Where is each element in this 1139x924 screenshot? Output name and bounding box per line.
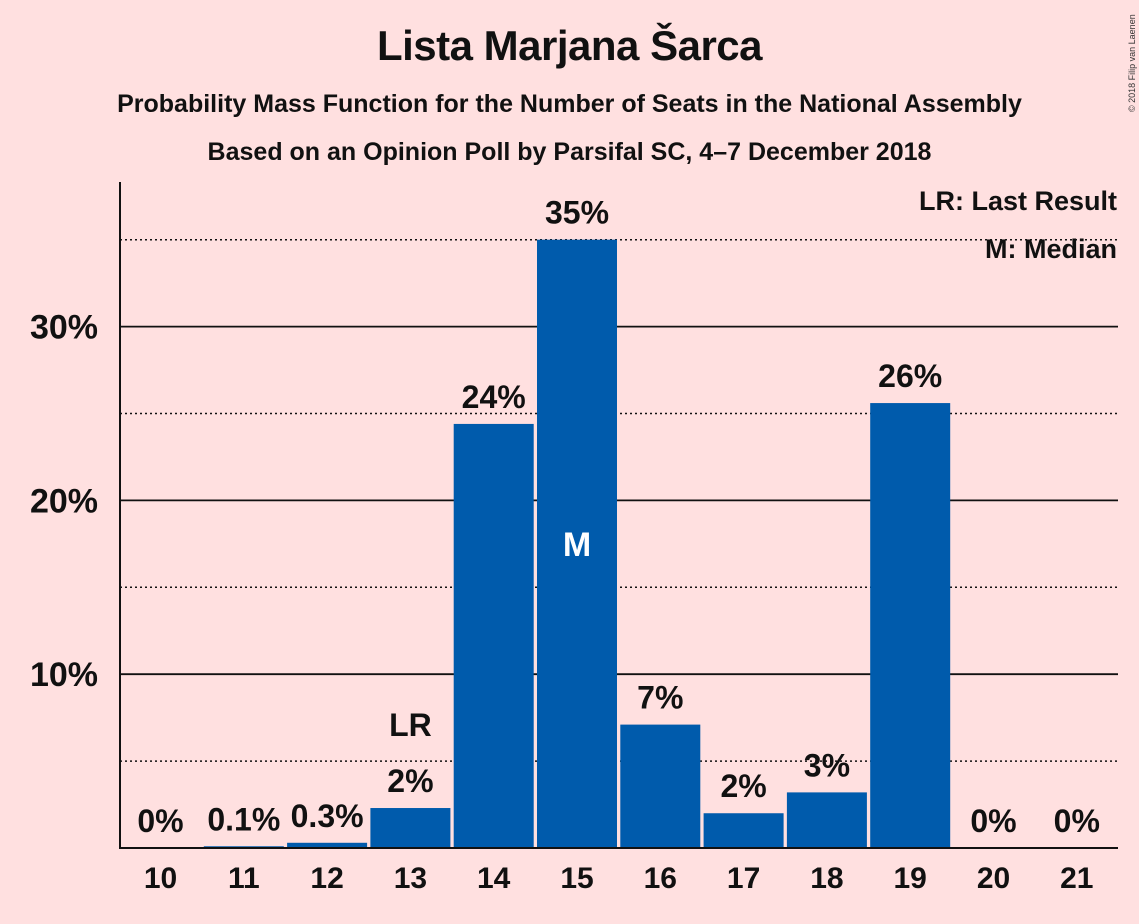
x-tick-label: 18 [810, 862, 843, 895]
data-label: 0% [137, 803, 183, 839]
last-result-marker: LR [389, 707, 432, 743]
x-tick-label: 15 [560, 862, 593, 895]
bar-18 [786, 792, 867, 848]
x-tick-label: 19 [894, 862, 927, 895]
data-label: 3% [804, 747, 850, 783]
x-tick-label: 10 [144, 862, 177, 895]
bar-13 [370, 808, 451, 848]
x-tick-label: 17 [727, 862, 760, 895]
data-label: 0% [1054, 803, 1100, 839]
data-label: 24% [462, 379, 526, 415]
y-tick-label: 10% [30, 656, 98, 694]
x-tick-label: 21 [1060, 862, 1093, 895]
data-label: 2% [720, 768, 766, 804]
median-marker: M [563, 526, 591, 564]
bar-16 [620, 724, 701, 848]
legend-entry: M: Median [985, 234, 1117, 264]
data-label: 0% [970, 803, 1016, 839]
legend-entry: LR: Last Result [919, 186, 1117, 216]
bar-17 [703, 813, 784, 848]
data-label: 0.1% [207, 801, 280, 837]
bar-14 [453, 423, 534, 848]
data-label: 0.3% [291, 798, 364, 834]
chart-title: Lista Marjana Šarca [376, 22, 763, 69]
x-tick-label: 14 [477, 862, 511, 895]
data-label: 7% [637, 680, 683, 716]
x-tick-label: 20 [977, 862, 1010, 895]
x-tick-label: 13 [394, 862, 427, 895]
data-label: 2% [387, 763, 433, 799]
bar-19 [870, 403, 951, 848]
y-tick-label: 20% [30, 482, 98, 520]
x-tick-label: 16 [644, 862, 677, 895]
chart-subtitle: Probability Mass Function for the Number… [117, 90, 1022, 118]
bar-15 [537, 239, 617, 848]
chart-source: Based on an Opinion Poll by Parsifal SC,… [207, 138, 932, 166]
x-tick-label: 12 [310, 862, 343, 895]
x-tick-label: 11 [228, 862, 260, 895]
data-label: 35% [545, 195, 609, 231]
data-label: 26% [878, 358, 942, 394]
y-tick-label: 30% [30, 309, 98, 347]
bar-12 [287, 842, 368, 848]
